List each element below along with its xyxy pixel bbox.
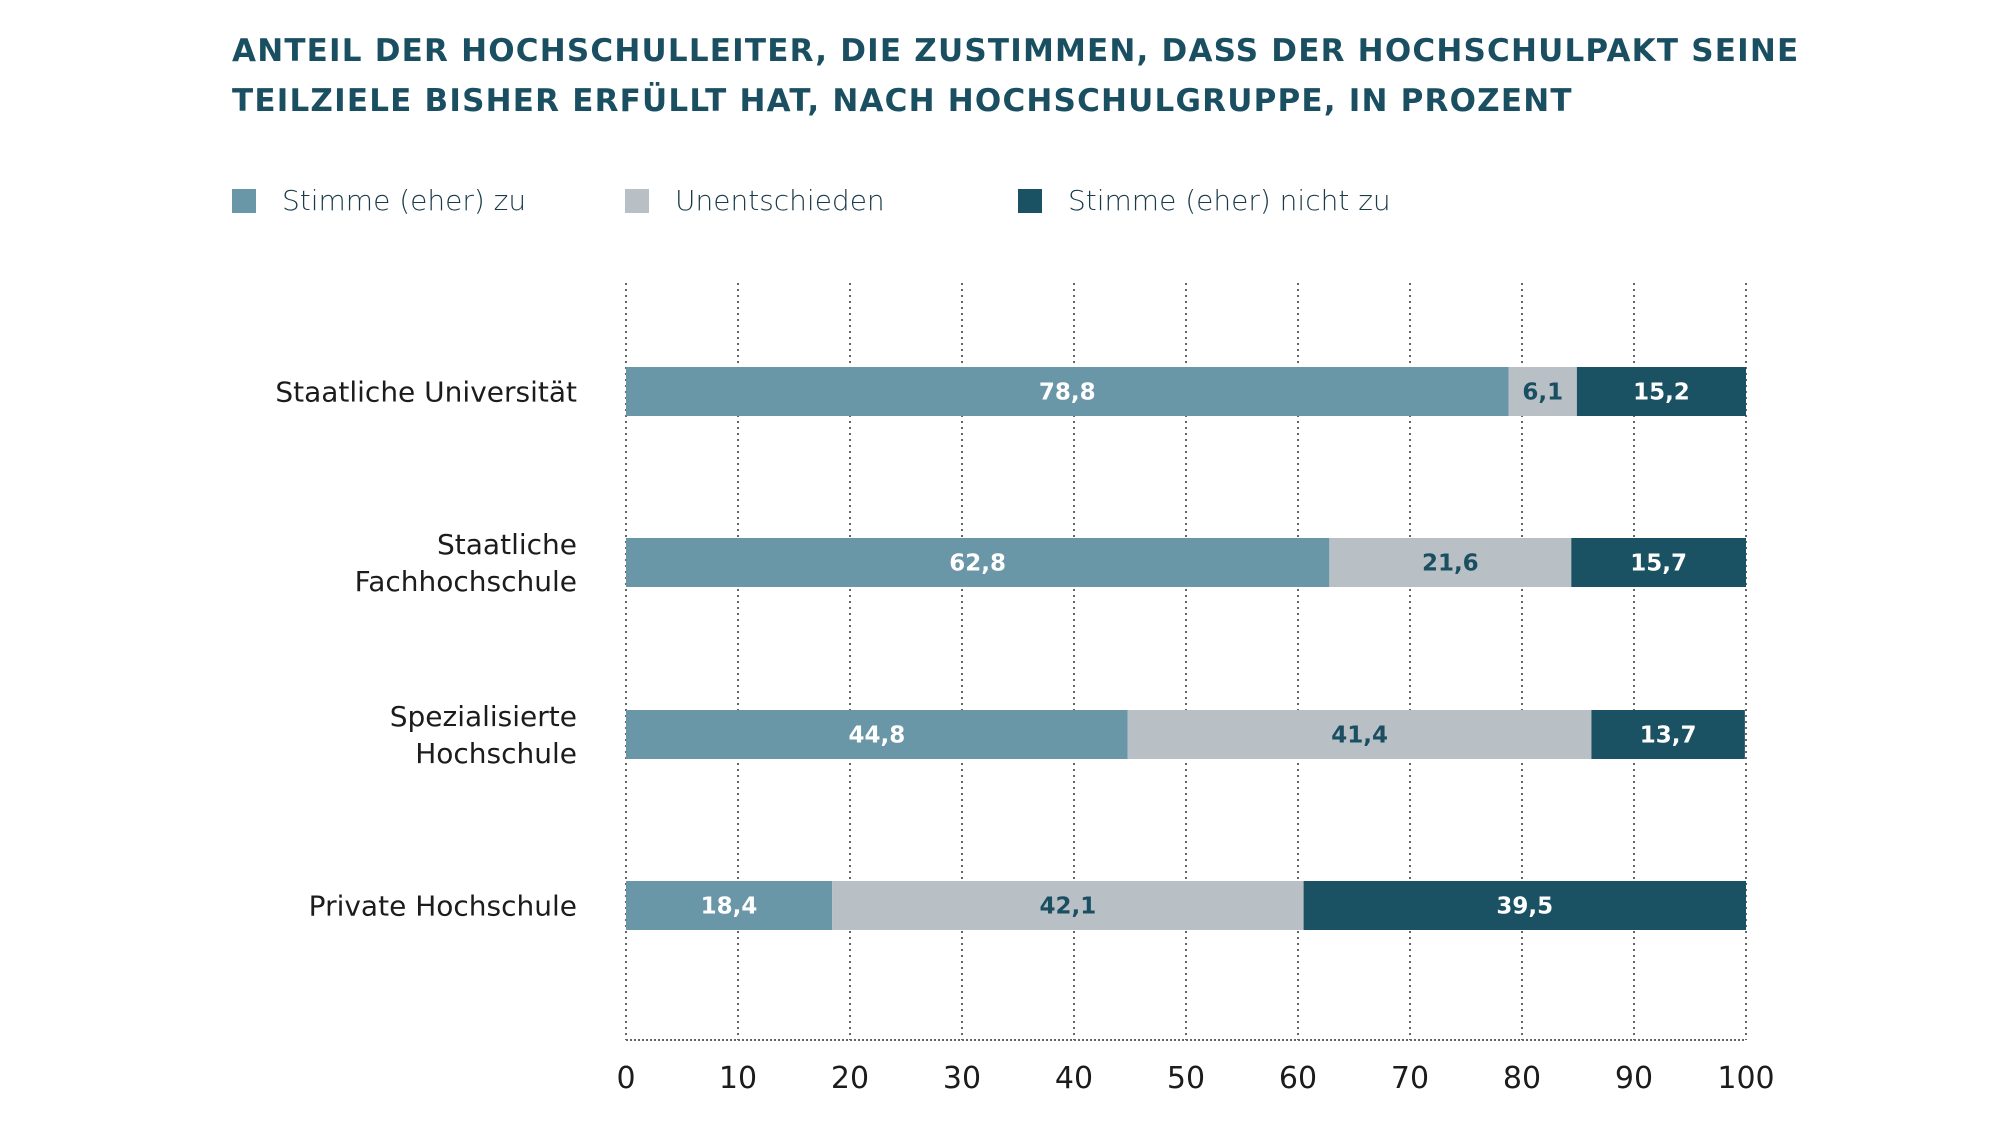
data-label-3-0: 18,4 — [701, 894, 758, 920]
data-label-2-1: 41,4 — [1331, 723, 1388, 749]
data-label-2-0: 44,8 — [849, 723, 906, 749]
x-tick-label-50: 50 — [1167, 1061, 1205, 1096]
category-label-2-line-0: Spezialisierte — [390, 700, 577, 733]
chart-title-line-2: TEILZIELE BISHER ERFÜLLT HAT, NACH HOCHS… — [232, 83, 1573, 119]
bar-segment-0-1 — [1508, 367, 1577, 416]
bar-segment-1-2 — [1571, 538, 1746, 587]
category-label-0: Staatliche Universität — [275, 376, 577, 409]
x-tick-label-90: 90 — [1615, 1061, 1653, 1096]
legend-swatch-undecided — [625, 188, 649, 213]
legend-item-undecided: Unentschieden — [625, 184, 885, 217]
bar-segment-3-2 — [1303, 881, 1746, 930]
x-tick-label-10: 10 — [719, 1061, 757, 1096]
bar-segment-2-1 — [1127, 710, 1592, 759]
category-label-2-line-1: Hochschule — [415, 737, 577, 770]
legend-label-agree: Stimme (eher) zu — [282, 184, 527, 217]
data-label-2-2: 13,7 — [1640, 723, 1697, 749]
bar-segment-2-2 — [1591, 710, 1745, 759]
bar-segment-2-0 — [626, 710, 1128, 759]
bar-segment-3-1 — [832, 881, 1304, 930]
data-label-3-1: 42,1 — [1039, 894, 1096, 920]
bar-segment-0-0 — [626, 367, 1509, 416]
category-label-3: Private Hochschule — [309, 890, 577, 923]
bar-segment-0-2 — [1576, 367, 1746, 416]
category-label-1-line-0: Staatliche — [437, 528, 577, 561]
x-tick-label-60: 60 — [1279, 1061, 1317, 1096]
chart-title-line-1: ANTEIL DER HOCHSCHULLEITER, DIE ZUSTIMME… — [232, 33, 1800, 69]
x-tick-label-80: 80 — [1503, 1061, 1541, 1096]
data-label-1-2: 15,7 — [1630, 551, 1687, 577]
x-tick-label-30: 30 — [943, 1061, 981, 1096]
x-tick-label-40: 40 — [1055, 1061, 1093, 1096]
x-tick-label-0: 0 — [616, 1061, 635, 1096]
bar-segment-1-0 — [626, 538, 1330, 587]
bar-segment-3-0 — [626, 881, 833, 930]
data-label-3-2: 39,5 — [1496, 894, 1553, 920]
data-label-0-1: 6,1 — [1522, 380, 1563, 406]
legend-item-agree: Stimme (eher) zu — [232, 184, 526, 217]
x-tick-label-70: 70 — [1391, 1061, 1429, 1096]
category-label-1-line-1: Fachhochschule — [355, 565, 577, 598]
x-tick-label-100: 100 — [1717, 1061, 1774, 1096]
x-tick-label-20: 20 — [831, 1061, 869, 1096]
legend-label-disagree: Stimme (eher) nicht zu — [1068, 184, 1391, 217]
data-label-0-2: 15,2 — [1633, 380, 1690, 406]
data-label-1-1: 21,6 — [1422, 551, 1479, 577]
data-label-0-0: 78,8 — [1039, 380, 1096, 406]
bar-segment-1-1 — [1329, 538, 1572, 587]
data-label-1-0: 62,8 — [949, 551, 1006, 577]
legend-item-disagree: Stimme (eher) nicht zu — [1018, 184, 1391, 217]
legend-swatch-disagree — [1018, 188, 1042, 213]
chart-title: ANTEIL DER HOCHSCHULLEITER, DIE ZUSTIMME… — [232, 26, 1832, 126]
legend-label-undecided: Unentschieden — [675, 184, 885, 217]
legend-swatch-agree — [232, 188, 256, 213]
